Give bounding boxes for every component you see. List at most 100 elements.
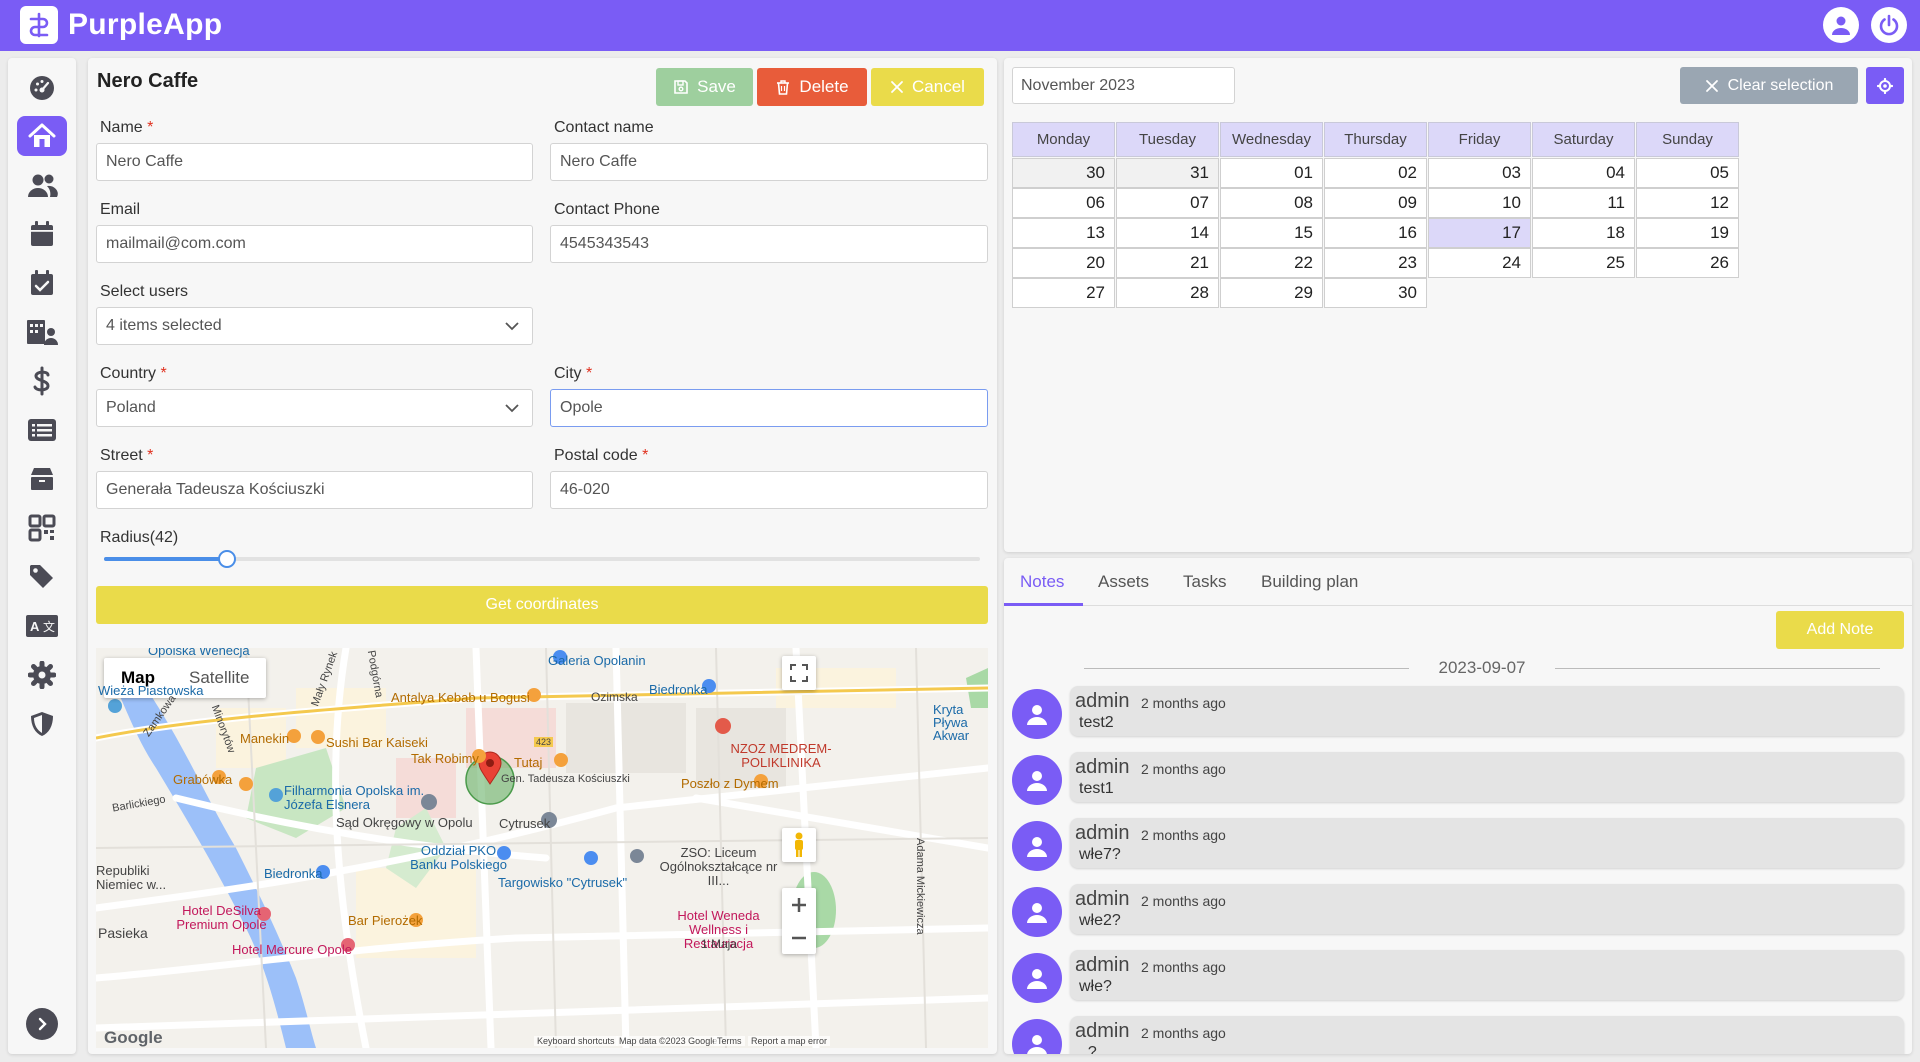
note-item[interactable]: admin 2 months ago test1 [1012,752,1904,805]
sidebar-item-dashboard[interactable] [17,68,67,108]
postal-code-field[interactable]: 46-020 [550,471,988,509]
note-item[interactable]: admin 2 months ago włe? [1012,950,1904,1003]
name-field[interactable]: Nero Caffe [96,143,533,181]
calendar-day-cell[interactable]: 07 [1116,188,1219,218]
keyboard-shortcuts-link[interactable]: Keyboard shortcuts [534,1036,618,1046]
contact-name-field[interactable]: Nero Caffe [550,143,988,181]
radius-slider[interactable] [104,550,980,568]
map-label: Hotel DeSilva Premium Opole [176,903,267,932]
radius-slider-thumb[interactable] [218,550,236,568]
calendar-day-cell[interactable]: 26 [1636,248,1739,278]
note-item[interactable]: admin 2 months ago test2 [1012,686,1904,739]
add-note-button[interactable]: Add Note [1776,611,1904,649]
zoom-in-button[interactable] [791,888,807,921]
calendar-day-cell[interactable]: 10 [1428,188,1531,218]
select-users-dropdown[interactable]: 4 items selected [96,307,533,345]
calendar-day-cell[interactable]: 03 [1428,158,1531,188]
calendar-day-cell[interactable]: 11 [1532,188,1635,218]
note-item[interactable]: admin 2 months ago..? [1012,1016,1904,1054]
calendar-day-cell[interactable]: 25 [1532,248,1635,278]
user-icon [1027,969,1047,989]
tab-notes[interactable]: Notes [1020,572,1065,591]
calendar-day-cell[interactable]: 16 [1324,218,1427,248]
sidebar-item-qr-codes[interactable] [17,508,67,548]
tab-building-plan[interactable]: Building plan [1261,572,1359,591]
calendar-panel: November 2023 Clear selection Monday Tues… [1004,58,1912,552]
sidebar-item-calendar[interactable] [17,214,67,254]
sidebar-item-locations[interactable] [17,116,67,156]
dollar-icon [33,366,50,396]
calendar-day-cell[interactable]: 30 [1012,158,1115,188]
calendar-day-cell[interactable]: 24 [1428,248,1531,278]
tab-assets[interactable]: Assets [1098,572,1150,591]
delete-button[interactable]: Delete [757,68,867,106]
map-type-satellite-button[interactable]: Satellite [189,668,250,687]
note-item[interactable]: admin 2 months ago włe2? [1012,884,1904,937]
zoom-out-button[interactable] [791,921,807,954]
street-field[interactable]: Generała Tadeusza Kościuszki [96,471,533,509]
sidebar-item-buildings[interactable] [17,312,67,352]
calendar-day-cell[interactable]: 31 [1116,158,1219,188]
calendar-day-cell[interactable]: 13 [1012,218,1115,248]
calendar-day-cell[interactable]: 17 [1428,218,1531,248]
cancel-button[interactable]: Cancel [871,68,984,106]
sidebar-item-security[interactable] [17,704,67,744]
sidebar-item-tags[interactable] [17,557,67,597]
fullscreen-button[interactable] [782,656,816,690]
calendar-day-cell[interactable]: 14 [1116,218,1219,248]
map-type-map-button[interactable]: Map [121,668,155,687]
calendar-day-cell[interactable]: 05 [1636,158,1739,188]
map-label: Gen. Tadeusza Kościuszki [501,773,630,785]
city-field[interactable]: Opole [550,389,988,427]
calendar-day-cell[interactable]: 09 [1324,188,1427,218]
map[interactable]: Map Satellite Opolska Wenecja Galeria Op… [96,648,988,1048]
country-dropdown[interactable]: Poland [96,389,533,427]
tab-tasks[interactable]: Tasks [1183,572,1227,591]
weekday-header: Monday [1012,122,1115,157]
sidebar-item-settings[interactable] [17,655,67,695]
sidebar-item-users[interactable] [17,165,67,205]
map-label: Cytrusek [499,816,551,831]
logout-button[interactable] [1871,7,1907,43]
calendar-day-cell[interactable]: 08 [1220,188,1323,218]
sidebar-item-assets[interactable] [17,459,67,499]
qrcode-icon [28,514,56,542]
sidebar-item-lists[interactable] [17,410,67,450]
report-map-error-link[interactable]: Report a map error [748,1036,831,1046]
weekday-header: Thursday [1324,122,1427,157]
sidebar-item-tasks[interactable] [17,263,67,303]
calendar-settings-button[interactable] [1866,67,1904,104]
calendar-day-cell[interactable]: 28 [1116,278,1219,308]
calendar-day-cell[interactable]: 20 [1012,248,1115,278]
save-button[interactable]: Save [656,68,753,106]
calendar-day-cell[interactable]: 02 [1324,158,1427,188]
calendar-day-cell[interactable]: 19 [1636,218,1739,248]
calendar-day-cell[interactable]: 27 [1012,278,1115,308]
calendar-day-cell[interactable]: 04 [1532,158,1635,188]
calendar-day-cell[interactable]: 18 [1532,218,1635,248]
brand[interactable]: PurpleApp [20,6,222,44]
note-item[interactable]: admin 2 months ago włe7? [1012,818,1904,871]
calendar-day-cell[interactable]: 15 [1220,218,1323,248]
calendar-day-cell[interactable]: 01 [1220,158,1323,188]
terms-link[interactable]: Terms [714,1036,745,1046]
get-coordinates-button[interactable]: Get coordinates [96,586,988,624]
note-text: włe7? [1079,846,1121,863]
email-field[interactable]: mailmail@com.com [96,225,533,263]
user-account-button[interactable] [1823,7,1859,43]
month-picker[interactable]: November 2023 [1012,67,1235,104]
calendar-day-cell[interactable]: 30 [1324,278,1427,308]
contact-phone-field[interactable]: 4545343543 [550,225,988,263]
calendar-day-cell[interactable]: 06 [1012,188,1115,218]
calendar-day-cell[interactable]: 12 [1636,188,1739,218]
calendar-day-cell[interactable]: 22 [1220,248,1323,278]
street-view-button[interactable] [782,828,816,862]
calendar-day-cell[interactable]: 23 [1324,248,1427,278]
clear-selection-button[interactable]: Clear selection [1680,67,1858,104]
calendar-day-cell[interactable]: 29 [1220,278,1323,308]
sidebar-toggle-button[interactable] [26,1008,58,1040]
calendar-day-cell[interactable]: 21 [1116,248,1219,278]
sidebar-item-finance[interactable] [17,361,67,401]
